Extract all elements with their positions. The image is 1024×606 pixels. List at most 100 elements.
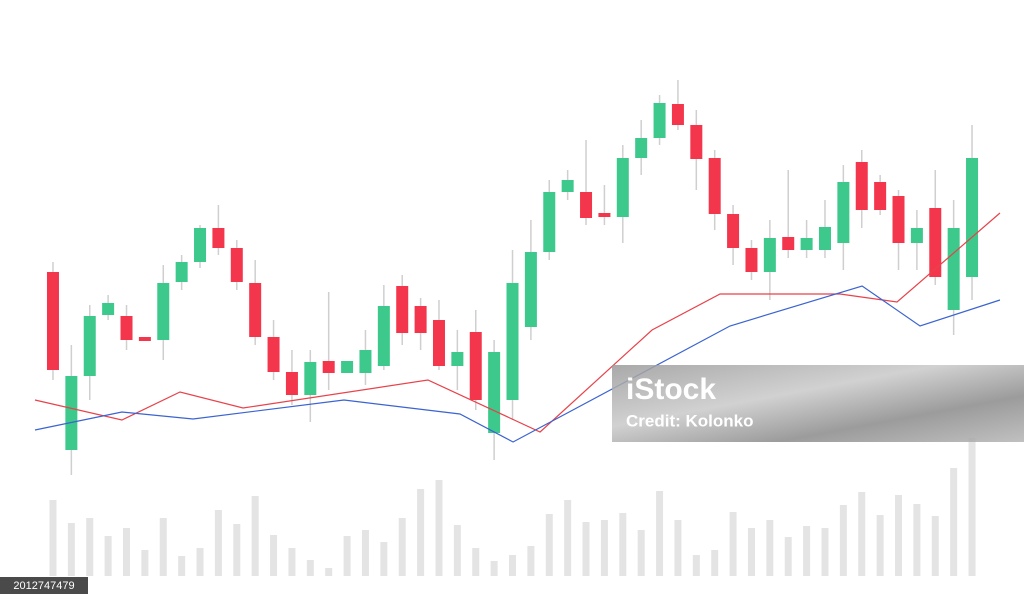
candle-body	[580, 192, 593, 218]
candle-body	[469, 332, 482, 400]
candle-body	[488, 352, 501, 433]
volume-bar	[803, 526, 811, 576]
volume-bar	[692, 555, 700, 576]
volume-bar	[141, 550, 149, 576]
volume-bar	[913, 504, 921, 576]
candle-body	[598, 213, 611, 217]
candle-body	[818, 227, 831, 250]
candle-body	[727, 214, 740, 248]
volume-bar	[435, 480, 443, 576]
volume-bar	[784, 537, 792, 576]
volume-bar	[306, 560, 314, 576]
candle-body	[910, 228, 923, 243]
volume-bar	[950, 468, 958, 576]
candle-body	[212, 228, 225, 248]
candle-body	[892, 196, 905, 243]
volume-bar	[453, 525, 461, 576]
candle-body	[837, 182, 850, 243]
volume-bar	[674, 520, 682, 576]
volume-bar	[747, 528, 755, 576]
candle-body	[396, 286, 409, 333]
volume-bar	[527, 546, 535, 576]
candle-body	[175, 262, 188, 282]
candle-body	[322, 361, 335, 373]
volume-bar	[251, 496, 259, 576]
volume-bar	[49, 500, 57, 576]
volume-bar	[178, 556, 186, 576]
candle-body	[506, 283, 519, 400]
volume-bar	[67, 523, 75, 576]
volume-bar	[343, 536, 351, 576]
volume-bar	[233, 524, 241, 576]
candle-body	[120, 316, 133, 340]
volume-bar	[564, 500, 572, 576]
volume-bar	[398, 518, 406, 576]
moving-average-line	[34, 212, 1001, 433]
volume-bar	[472, 548, 480, 576]
watermark: iStock Credit: Kolonko	[612, 365, 1024, 442]
candle-body	[929, 208, 942, 277]
volume-bar	[931, 516, 939, 576]
volume-bar	[766, 520, 774, 576]
volume-bar	[858, 492, 866, 576]
candle-body	[65, 376, 78, 450]
candle-body	[249, 283, 262, 337]
volume-bar	[600, 520, 608, 576]
watermark-credit: Credit: Kolonko	[626, 411, 754, 430]
volume-bar	[123, 528, 131, 576]
candle-body	[46, 272, 59, 370]
volume-bar	[214, 510, 222, 576]
volume-bar	[288, 548, 296, 576]
watermark-box	[612, 365, 1024, 442]
candle-body	[359, 350, 372, 373]
volume-bar	[104, 536, 112, 576]
candle-body	[267, 337, 280, 372]
volume-bar	[490, 561, 498, 576]
volume-bar	[509, 555, 517, 576]
candle-body	[83, 316, 96, 376]
candle-body	[653, 103, 666, 138]
moving-average-line	[34, 285, 1001, 443]
plot-area	[34, 80, 1001, 576]
volume-bar	[545, 514, 553, 576]
volume-bar	[196, 548, 204, 576]
volume-bar	[729, 512, 737, 576]
volume-bar	[968, 438, 976, 576]
volume-bar	[417, 489, 425, 576]
candle-body	[874, 182, 887, 210]
candle-body	[304, 362, 317, 395]
candle-body	[524, 252, 537, 327]
volume-bar	[325, 568, 333, 576]
id-strip	[0, 577, 88, 594]
candle-body	[285, 372, 298, 395]
volume-bar	[380, 542, 388, 576]
volume-bar	[656, 491, 664, 576]
candle-body	[138, 337, 151, 341]
candle-body	[341, 361, 354, 373]
candle-body	[763, 238, 776, 272]
candle-body	[102, 303, 115, 315]
candle-body	[966, 158, 979, 277]
candle-body	[414, 306, 427, 333]
volume-bar	[619, 513, 627, 576]
volume-bar	[361, 530, 369, 576]
candle-body	[745, 248, 758, 272]
candle-body	[635, 138, 648, 158]
candle-body	[947, 228, 960, 310]
volume-bar	[159, 518, 167, 576]
candle-body	[616, 158, 629, 217]
volume-bar	[582, 522, 590, 576]
candle-body	[451, 352, 464, 366]
volume-bar	[711, 550, 719, 576]
volume-bar	[839, 505, 847, 576]
image-id: 2012747479	[13, 580, 74, 592]
candle-body	[377, 306, 390, 366]
candle-body	[194, 228, 207, 262]
candle-body	[690, 125, 703, 159]
candle-body	[230, 248, 243, 282]
volume-bar	[86, 518, 94, 576]
volume-bar	[637, 530, 645, 576]
watermark-brand: iStock	[626, 373, 716, 406]
candle-body	[800, 238, 813, 250]
